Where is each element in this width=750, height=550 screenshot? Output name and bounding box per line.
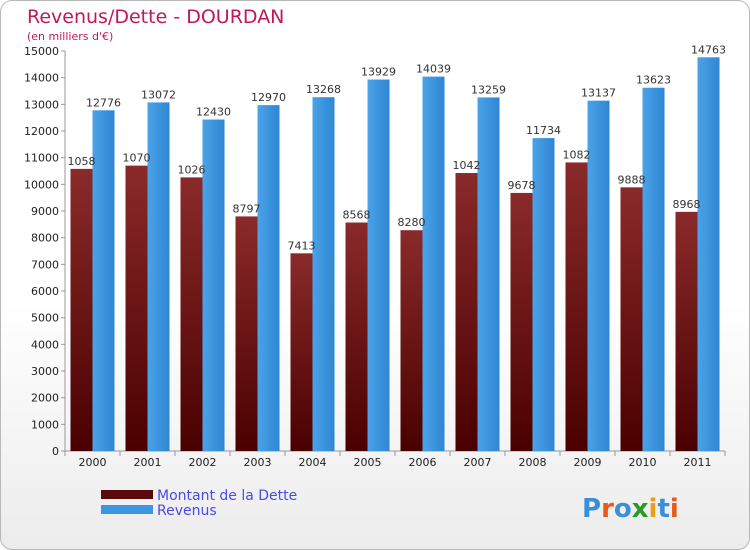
legend: Montant de la Dette Revenus [101, 488, 297, 519]
x-tick-label: 2002 [189, 456, 217, 469]
y-tick-label: 6000 [31, 285, 59, 298]
y-tick-label: 8000 [31, 232, 59, 245]
bar-revenue [312, 97, 335, 451]
bar-debt [400, 230, 423, 451]
data-label-revenue: 14039 [416, 63, 451, 76]
data-label-debt: 8568 [343, 209, 371, 222]
data-labels: 1058 12776 1070 13072 1026 12430 8797 12970 7413… [68, 43, 727, 252]
y-tick-label: 1000 [31, 418, 59, 431]
bar-debt [455, 173, 478, 451]
x-tick-label: 2003 [244, 456, 272, 469]
legend-swatch-revenue [101, 505, 153, 514]
y-tick-label: 4000 [31, 338, 59, 351]
data-label-revenue: 14763 [691, 43, 726, 56]
legend-label-revenue: Revenus [157, 503, 217, 519]
data-label-debt: 1070 [123, 152, 151, 165]
y-tick-label: 10000 [24, 178, 59, 191]
bar-revenue [257, 105, 280, 451]
legend-label-debt: Montant de la Dette [157, 488, 297, 504]
legend-swatch-debt [101, 490, 153, 499]
bar-debt [290, 253, 313, 451]
data-label-revenue: 13623 [636, 74, 671, 87]
x-tick-label: 2001 [134, 456, 162, 469]
axes: 0 1000 2000 3000 4000 5000 6000 7000 8000 9000 100… [24, 45, 726, 469]
x-tick-label: 2007 [464, 456, 492, 469]
y-tick-label: 11000 [24, 152, 59, 165]
bar-revenue [202, 119, 225, 452]
bar-debt [675, 211, 698, 451]
bar-debt [510, 192, 533, 452]
bar-revenue [92, 110, 115, 451]
y-tick-label: 2000 [31, 392, 59, 405]
x-tick-label: 2010 [629, 456, 657, 469]
x-tick-label: 2005 [354, 456, 382, 469]
data-label-revenue: 12970 [251, 91, 286, 104]
data-label-revenue: 13268 [306, 83, 341, 96]
bar-debt [620, 187, 643, 451]
chart-title: Revenus/Dette - DOURDAN [27, 6, 284, 28]
bar-revenue [477, 97, 500, 451]
data-label-revenue: 13072 [141, 88, 176, 101]
data-label-revenue: 12776 [86, 96, 121, 109]
data-label-debt: 8280 [398, 216, 426, 229]
data-label-revenue: 13137 [581, 87, 616, 100]
data-label-debt: 1082 [563, 148, 591, 161]
y-tick-label: 9000 [31, 205, 59, 218]
data-label-debt: 9888 [618, 173, 646, 186]
data-label-debt: 8797 [233, 202, 261, 215]
x-tick-label: 2011 [684, 456, 712, 469]
data-label-revenue: 11734 [526, 124, 561, 137]
bar-revenue [422, 76, 445, 452]
data-label-debt: 9678 [508, 179, 536, 192]
bar-debt [235, 216, 258, 451]
data-label-revenue: 13929 [361, 66, 396, 79]
bar-revenue [642, 87, 665, 451]
bar-revenue [367, 79, 390, 451]
x-tick-label: 2008 [519, 456, 547, 469]
data-label-debt: 7413 [288, 239, 316, 252]
data-label-debt: 1042 [453, 159, 481, 172]
bar-revenue [587, 100, 610, 452]
svg-text:Proxiti: Proxiti [582, 494, 679, 524]
bars [70, 57, 720, 452]
bar-debt [125, 165, 148, 451]
bar-revenue [532, 138, 555, 452]
y-tick-label: 14000 [24, 72, 59, 85]
x-tick-label: 2004 [299, 456, 327, 469]
data-label-debt: 1058 [68, 155, 96, 168]
chart-subtitle: (en milliers d'€) [27, 30, 113, 43]
data-label-revenue: 13259 [471, 83, 506, 96]
y-tick-label: 13000 [24, 98, 59, 111]
data-label-debt: 8968 [673, 198, 701, 211]
y-tick-label: 5000 [31, 312, 59, 325]
x-tick-label: 2009 [574, 456, 602, 469]
bar-debt [565, 162, 588, 451]
y-tick-label: 3000 [31, 365, 59, 378]
data-label-revenue: 12430 [196, 106, 231, 119]
bar-revenue [147, 102, 170, 451]
proxiti-logo: Proxiti [582, 494, 679, 524]
y-tick-label: 0 [52, 445, 59, 458]
bar-debt [180, 177, 203, 451]
data-label-debt: 1026 [178, 163, 206, 176]
bar-debt [70, 168, 93, 451]
y-tick-label: 15000 [24, 45, 59, 58]
y-tick-label: 7000 [31, 258, 59, 271]
bar-debt [345, 222, 368, 451]
bar-revenue [697, 57, 720, 451]
y-tick-label: 12000 [24, 125, 59, 138]
x-tick-label: 2000 [79, 456, 107, 469]
x-tick-label: 2006 [409, 456, 437, 469]
